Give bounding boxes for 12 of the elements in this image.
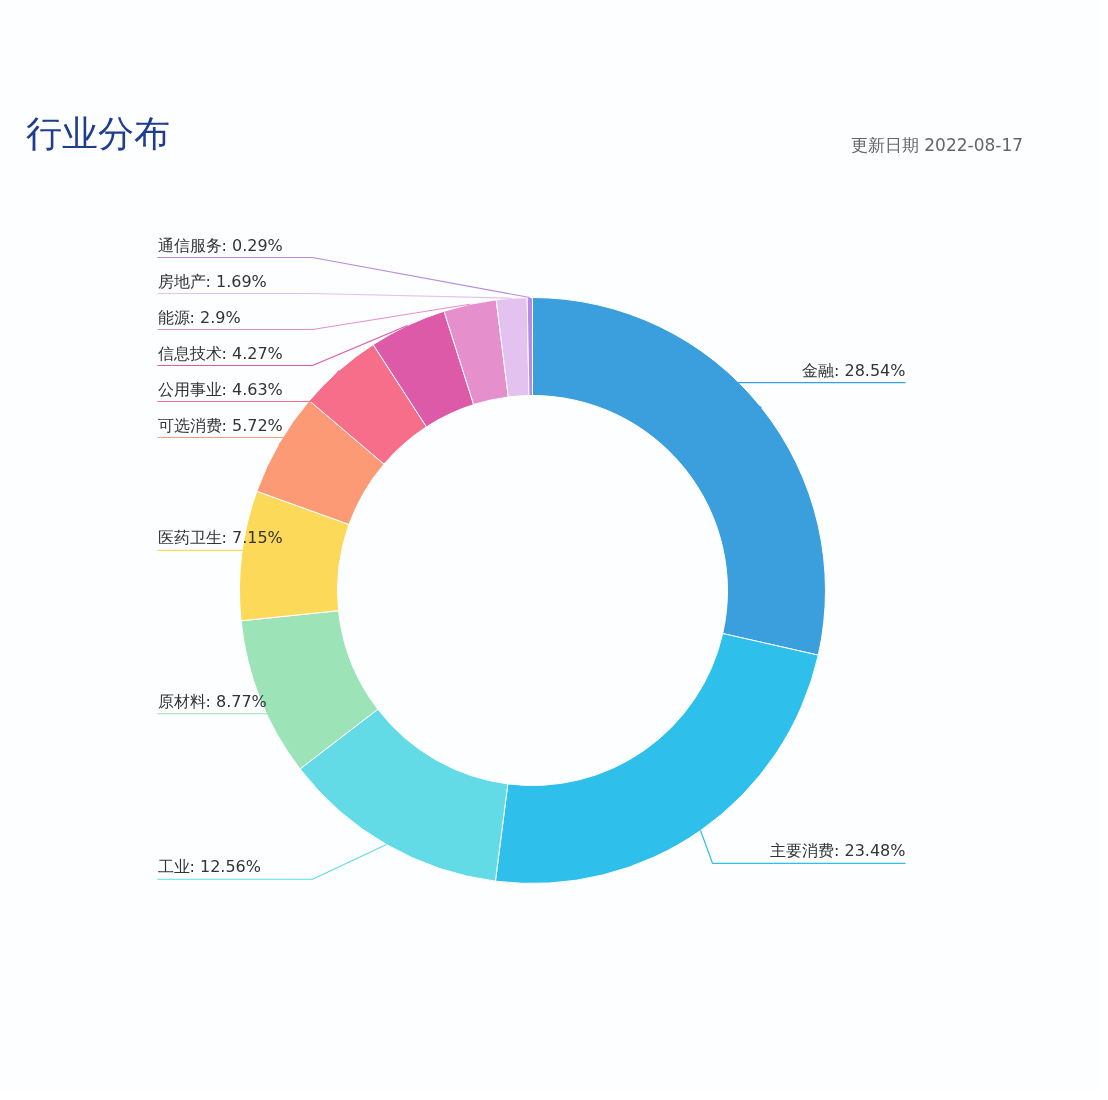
slice-label: 信息技术: 4.27% xyxy=(157,343,283,363)
chart-title: 行业分布 xyxy=(25,113,170,154)
slice-label: 房地产: 1.69% xyxy=(157,271,267,291)
slice-label: 金融: 28.54% xyxy=(802,360,906,380)
slice-label: 可选消费: 5.72% xyxy=(157,415,283,435)
slice-label: 公用事业: 4.63% xyxy=(157,379,283,399)
slice-label: 主要消费: 23.48% xyxy=(770,841,906,861)
slice-label: 通信服务: 0.29% xyxy=(157,235,283,255)
slice-label: 能源: 2.9% xyxy=(157,307,241,327)
slice-label: 工业: 12.56% xyxy=(157,857,261,877)
slice-label: 原材料: 8.77% xyxy=(157,691,267,711)
text: 更新日期 2022-08-17 xyxy=(850,134,1024,155)
